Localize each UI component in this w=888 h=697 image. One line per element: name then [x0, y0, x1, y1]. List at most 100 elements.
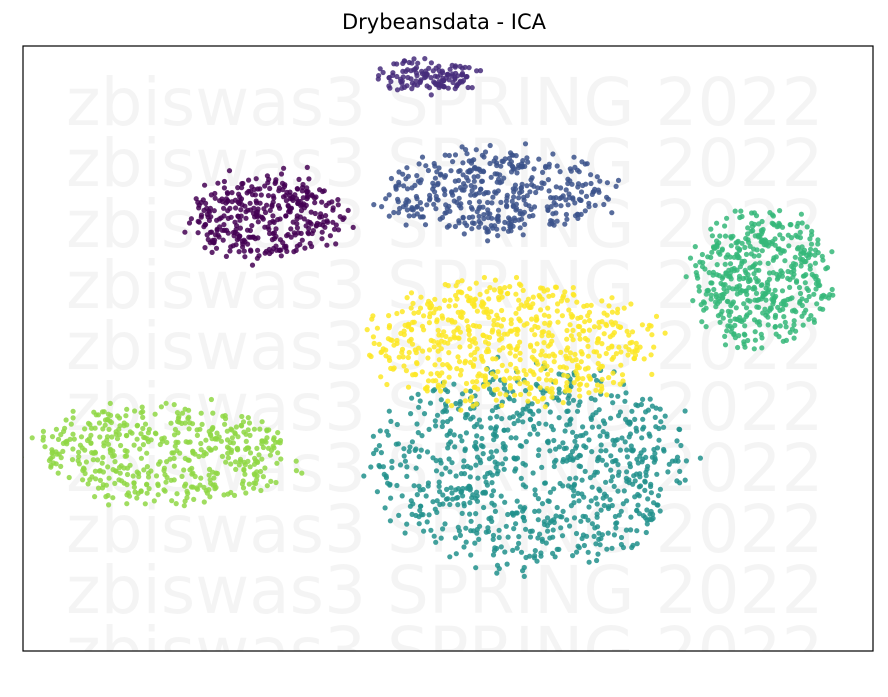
data-point	[746, 239, 752, 245]
data-point	[244, 227, 251, 233]
data-point	[515, 375, 522, 381]
data-point	[281, 165, 287, 171]
data-point	[394, 482, 400, 489]
data-point	[559, 533, 566, 539]
data-point	[583, 193, 590, 199]
data-point	[179, 410, 186, 416]
data-point	[422, 386, 428, 392]
data-point	[566, 400, 572, 406]
data-point	[514, 545, 520, 551]
data-point	[603, 448, 609, 454]
data-point	[575, 181, 582, 187]
data-point	[274, 460, 280, 466]
data-point	[224, 190, 230, 196]
data-point	[560, 483, 566, 489]
data-point	[594, 501, 600, 507]
data-point	[752, 337, 759, 343]
data-point	[632, 352, 639, 358]
data-point	[446, 456, 452, 462]
data-point	[563, 365, 570, 371]
data-point	[247, 464, 253, 470]
data-point	[485, 238, 491, 244]
data-point	[565, 345, 571, 351]
data-point	[244, 190, 250, 196]
data-point	[604, 546, 610, 552]
data-point	[803, 297, 810, 304]
data-point	[113, 429, 119, 435]
data-point	[458, 201, 464, 207]
data-point	[455, 325, 461, 331]
data-point	[247, 432, 253, 438]
data-point	[432, 175, 438, 181]
data-point	[604, 180, 611, 186]
data-point	[330, 219, 336, 225]
data-point	[412, 182, 418, 188]
data-point	[539, 536, 545, 542]
data-point	[703, 324, 709, 330]
data-point	[799, 244, 805, 250]
data-point	[335, 202, 341, 208]
data-point	[415, 391, 421, 397]
data-point	[661, 424, 667, 430]
data-point	[753, 213, 760, 219]
data-point	[745, 337, 751, 344]
data-point	[283, 213, 289, 219]
data-point	[535, 324, 541, 331]
data-point	[323, 213, 329, 219]
data-point	[550, 351, 556, 357]
data-point	[50, 454, 56, 460]
data-point	[184, 488, 190, 494]
data-point	[245, 427, 251, 433]
data-point	[558, 298, 565, 304]
data-point	[401, 363, 407, 369]
data-point	[534, 316, 540, 322]
data-point	[284, 233, 290, 239]
data-point	[598, 507, 604, 513]
data-point	[501, 427, 507, 433]
data-point	[419, 214, 425, 220]
data-point	[405, 173, 411, 179]
data-point	[299, 188, 305, 194]
data-point	[565, 454, 571, 460]
data-point	[748, 228, 754, 234]
data-point	[431, 533, 437, 539]
data-point	[519, 443, 525, 449]
data-point	[787, 277, 793, 283]
data-point	[63, 417, 69, 423]
data-point	[474, 209, 480, 215]
data-point	[513, 521, 519, 527]
data-point	[492, 387, 498, 393]
data-point	[436, 479, 442, 485]
data-point	[426, 426, 432, 432]
data-point	[797, 235, 804, 241]
data-point	[619, 372, 626, 378]
data-point	[68, 421, 74, 427]
data-point	[485, 341, 492, 347]
data-point	[428, 337, 434, 343]
data-point	[628, 301, 634, 307]
data-point	[615, 177, 622, 183]
data-point	[491, 287, 497, 293]
data-point	[540, 169, 546, 175]
data-point	[436, 165, 442, 171]
data-point	[570, 285, 576, 291]
data-point	[159, 438, 166, 444]
data-point	[562, 388, 569, 394]
data-point	[503, 392, 509, 398]
data-point	[621, 488, 627, 494]
data-point	[586, 317, 593, 324]
data-point	[786, 243, 792, 249]
data-point	[141, 467, 147, 473]
data-point	[404, 83, 410, 89]
data-point	[251, 480, 257, 486]
data-point	[267, 185, 273, 192]
data-point	[106, 475, 112, 481]
data-point	[309, 192, 315, 198]
data-point	[107, 400, 113, 406]
data-point	[737, 287, 743, 293]
data-point	[404, 521, 410, 527]
data-point	[604, 312, 610, 318]
data-point	[221, 178, 227, 185]
data-point	[530, 301, 536, 307]
data-point	[385, 432, 391, 438]
